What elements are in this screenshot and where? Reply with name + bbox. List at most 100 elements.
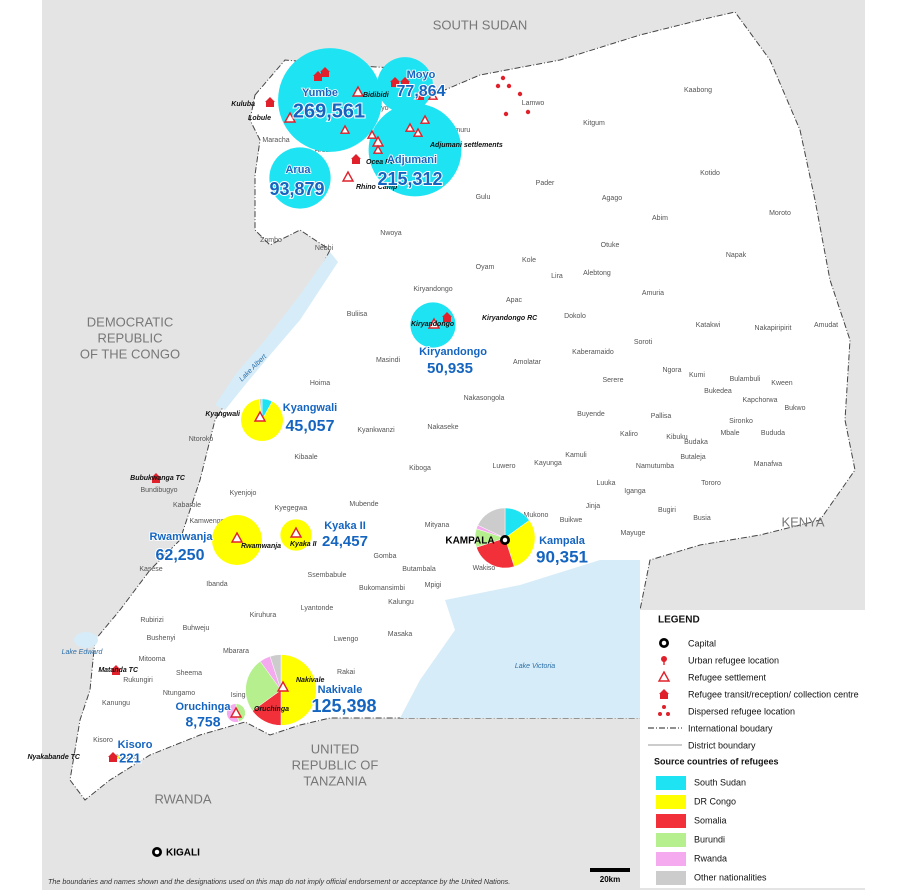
district-label: Rakai [337, 669, 355, 676]
pie-slice [280, 654, 317, 726]
district-label: Pader [536, 180, 555, 187]
district-label: Gulu [476, 194, 491, 201]
site-label: Rwamwanja [241, 543, 281, 550]
district-label: Kyankwanzi [357, 427, 395, 434]
district-label: Iganga [624, 488, 646, 495]
legend-label: South Sudan [694, 777, 746, 787]
district-label: Moroto [769, 210, 791, 217]
settlement-icon [419, 114, 431, 124]
district-label: Agago [602, 195, 622, 202]
district-label: Bugiri [658, 507, 676, 514]
district-label: Ngora [662, 367, 681, 374]
legend-swatch [656, 833, 686, 847]
settlement-icon [404, 122, 416, 132]
transit-icon [151, 473, 161, 483]
pie [474, 507, 536, 569]
transit-icon [659, 689, 669, 699]
location-name: Kyangwali [283, 402, 337, 414]
pie [368, 103, 462, 197]
district-label: Sheema [176, 670, 202, 677]
legend-label: Other nationalities [694, 872, 767, 882]
district-label: Kotido [700, 170, 720, 177]
district-label: Nakaseke [427, 424, 458, 431]
district-label: Kole [522, 257, 536, 264]
district-label: Rukungiri [123, 677, 153, 684]
transit-icon [442, 312, 452, 322]
location-value: 221 [119, 750, 141, 765]
district-label: Butambala [402, 566, 436, 573]
district-label: Lwengo [334, 636, 359, 643]
district-label: Mbarara [223, 648, 249, 655]
pie-slice [504, 519, 536, 567]
pie [245, 654, 317, 726]
district-label: Kibaale [294, 454, 317, 461]
site-label: Bidibidi [363, 92, 390, 99]
district-label: Amuru [450, 127, 471, 134]
settlement-icon [276, 680, 290, 692]
country-label: SOUTH SUDAN [433, 17, 528, 32]
district-label: Manafwa [754, 461, 783, 468]
country-label: REPUBLIC [97, 330, 162, 345]
location-name: Kyaka II [324, 520, 366, 532]
district-label: Kabale [116, 754, 138, 761]
district-label: Lyantonde [301, 605, 334, 612]
settlement-icon [427, 317, 441, 329]
district-label: Kiryandongo [413, 286, 452, 293]
capital-icon-inner [661, 640, 667, 646]
site-label: Ocea RC [366, 159, 396, 166]
legend-label: Dispersed refugee location [688, 706, 795, 716]
district-label: Ibanda [206, 581, 228, 588]
legend-label: DR Congo [694, 796, 736, 806]
settlement-icon [253, 410, 267, 422]
legend-title: LEGEND [658, 615, 700, 626]
pie-slice [278, 48, 382, 152]
site-label: Kiryandongo RC [482, 315, 538, 322]
district-label: Nwoya [380, 230, 402, 237]
settlement-icon [283, 111, 297, 123]
district-label: Tororo [701, 480, 721, 487]
district-label: Kyenjojo [230, 490, 257, 497]
location-name: Arua [285, 164, 311, 176]
footnote: The boundaries and names shown and the d… [48, 877, 510, 886]
district-label: Oyam [476, 264, 495, 271]
district-label: Nakasongola [464, 395, 505, 402]
district-label: Soroti [634, 339, 653, 346]
legend-label: Refugee transit/reception/ collection ce… [688, 689, 859, 699]
district-label: Bushenyi [147, 635, 176, 642]
district-label: Sironko [729, 418, 753, 425]
legend-label: District boundary [688, 740, 756, 750]
site-label: Kyaka II [290, 541, 318, 548]
district-label: Nakapiripirit [755, 325, 792, 332]
district-label: Rubirizi [140, 617, 164, 624]
district-label: Amudat [814, 322, 838, 329]
district-label: Masindi [376, 357, 401, 364]
district-label: Namutumba [636, 463, 674, 470]
district-label: Mbale [720, 430, 739, 437]
settlement-icon [657, 670, 671, 682]
district-label: Mayuge [621, 530, 646, 537]
legend-subtitle: Source countries of refugees [654, 756, 779, 766]
pie [278, 48, 382, 152]
district-label: Busia [693, 515, 711, 522]
district-label: Lira [551, 273, 563, 280]
legend-label: Rwanda [694, 853, 727, 863]
district-label: Buhweju [183, 625, 210, 632]
location-name: Nakivale [318, 684, 363, 696]
district-label: Kamuli [565, 452, 587, 459]
district-label: Luuka [596, 480, 615, 487]
district-label: Alebtong [583, 270, 611, 277]
site-label: Kiryandongo [411, 321, 455, 328]
location-name: Yumbe [302, 87, 338, 99]
district-label: Kibuku [666, 434, 688, 441]
pie-slice [368, 103, 462, 197]
dispersed-icon [658, 712, 662, 716]
district-label: Kamwenge [189, 518, 224, 525]
district-label: Bududa [761, 430, 785, 437]
district-label: Kabarole [173, 502, 201, 509]
pie-slice [269, 147, 331, 209]
transit-icon [351, 154, 361, 164]
location-value: 125,398 [311, 696, 376, 716]
district-label: Pallisa [651, 413, 672, 420]
district-label: Kitgum [583, 120, 605, 127]
pie-slice [269, 654, 282, 691]
